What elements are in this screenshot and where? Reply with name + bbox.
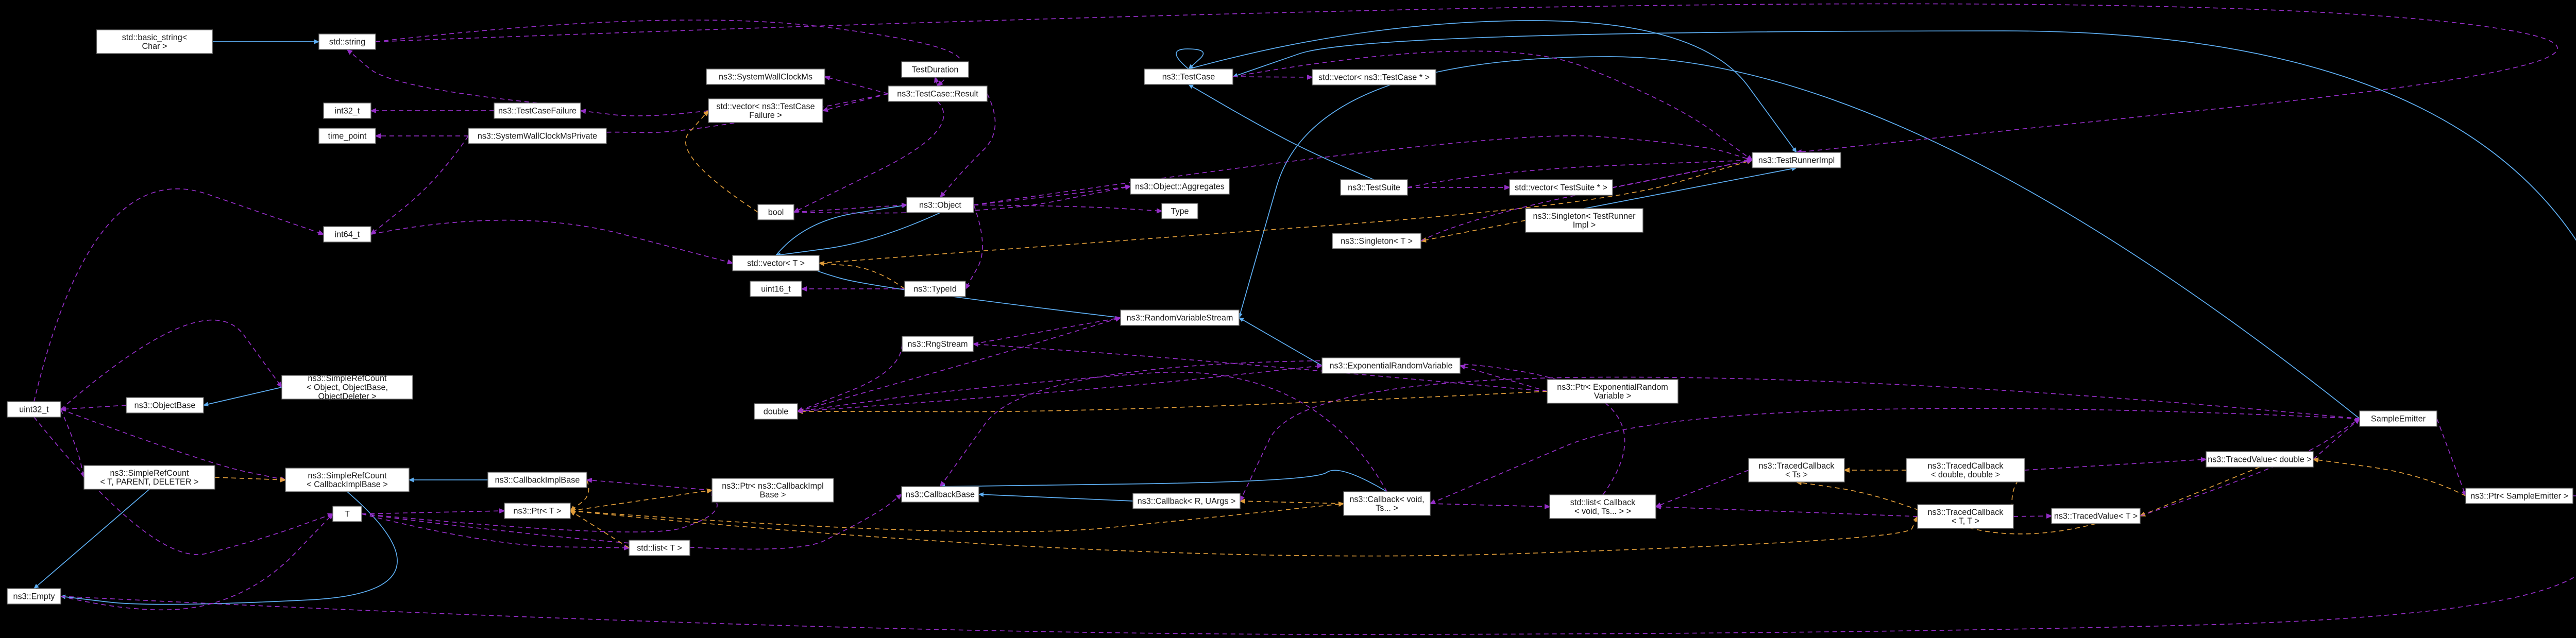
svg-text:ns3::TracedCallback: ns3::TracedCallback — [1928, 461, 2004, 471]
svg-text:std::list< T >: std::list< T > — [637, 544, 682, 553]
svg-text:ns3::Ptr< ExponentialRandom: ns3::Ptr< ExponentialRandom — [1557, 383, 1668, 392]
svg-text:ns3::Object::Aggregates: ns3::Object::Aggregates — [1135, 182, 1225, 192]
svg-text:ns3::CallbackBase: ns3::CallbackBase — [906, 490, 975, 499]
svg-text:bool: bool — [768, 208, 784, 217]
svg-text:Impl >: Impl > — [1573, 220, 1596, 230]
svg-text:ns3::CallbackImplBase: ns3::CallbackImplBase — [495, 476, 580, 485]
svg-text:ns3::TestSuite: ns3::TestSuite — [1348, 183, 1400, 193]
svg-text:ns3::Empty: ns3::Empty — [13, 592, 56, 601]
svg-text:ns3::TestCase::Result: ns3::TestCase::Result — [897, 90, 978, 99]
svg-text:SampleEmitter: SampleEmitter — [2371, 415, 2426, 424]
svg-text:time_point: time_point — [328, 132, 367, 141]
svg-text:Type: Type — [1171, 207, 1189, 216]
svg-text:< T, T >: < T, T > — [1952, 516, 1979, 526]
svg-text:< CallbackImplBase >: < CallbackImplBase > — [307, 480, 387, 489]
svg-text:uint32_t: uint32_t — [19, 405, 49, 415]
svg-text:ns3::TestCaseFailure: ns3::TestCaseFailure — [498, 107, 577, 116]
svg-text:ns3::Singleton< TestRunner: ns3::Singleton< TestRunner — [1533, 212, 1636, 221]
svg-text:ns3::Object: ns3::Object — [919, 201, 961, 210]
svg-text:Variable >: Variable > — [1594, 391, 1631, 401]
svg-text:ns3::SystemWallClockMs: ns3::SystemWallClockMs — [719, 73, 812, 82]
svg-text:Ts... >: Ts... > — [1376, 504, 1398, 513]
svg-text:ns3::Singleton< T >: ns3::Singleton< T > — [1341, 237, 1413, 246]
svg-text:Base >: Base > — [760, 490, 786, 499]
svg-text:ns3::TracedValue< T >: ns3::TracedValue< T > — [2054, 512, 2138, 521]
svg-text:std::vector< TestSuite * >: std::vector< TestSuite * > — [1515, 183, 1607, 193]
svg-text:Failure >: Failure > — [749, 111, 782, 120]
svg-text:int32_t: int32_t — [335, 107, 360, 116]
svg-text:< void, Ts... > >: < void, Ts... > > — [1574, 507, 1631, 516]
svg-text:ns3::SimpleRefCount: ns3::SimpleRefCount — [308, 374, 387, 383]
svg-text:ObjectDeleter >: ObjectDeleter > — [318, 392, 377, 401]
svg-text:ns3::ExponentialRandomVariable: ns3::ExponentialRandomVariable — [1329, 361, 1452, 371]
svg-text:double: double — [764, 407, 789, 417]
svg-text:ns3::TypeId: ns3::TypeId — [913, 285, 957, 294]
svg-text:std::basic_string<: std::basic_string< — [122, 33, 187, 42]
svg-text:ns3::Ptr< SampleEmitter >: ns3::Ptr< SampleEmitter > — [2470, 492, 2568, 501]
svg-text:std::vector< ns3::TestCase * >: std::vector< ns3::TestCase * > — [1318, 73, 1430, 82]
svg-text:< Object, ObjectBase,: < Object, ObjectBase, — [307, 383, 388, 392]
svg-text:ns3::Ptr< ns3::CallbackImpl: ns3::Ptr< ns3::CallbackImpl — [722, 481, 823, 491]
svg-text:ns3::SimpleRefCount: ns3::SimpleRefCount — [110, 469, 189, 478]
svg-text:ns3::SimpleRefCount: ns3::SimpleRefCount — [308, 471, 387, 480]
svg-text:int64_t: int64_t — [335, 230, 360, 239]
svg-text:T: T — [345, 510, 350, 519]
svg-text:ns3::Callback< void,: ns3::Callback< void, — [1349, 495, 1424, 504]
svg-text:uint16_t: uint16_t — [761, 285, 791, 294]
svg-text:ns3::ObjectBase: ns3::ObjectBase — [134, 401, 196, 410]
svg-text:std::string: std::string — [329, 38, 365, 47]
svg-text:std::list< Callback: std::list< Callback — [1570, 498, 1636, 507]
svg-text:< T, PARENT, DELETER >: < T, PARENT, DELETER > — [100, 477, 198, 487]
svg-text:ns3::TestRunnerImpl: ns3::TestRunnerImpl — [1758, 156, 1835, 165]
svg-text:ns3::Callback< R, UArgs >: ns3::Callback< R, UArgs > — [1138, 497, 1236, 506]
svg-text:Char >: Char > — [142, 42, 167, 51]
svg-text:ns3::SystemWallClockMsPrivate: ns3::SystemWallClockMsPrivate — [478, 132, 597, 141]
svg-text:ns3::TracedCallback: ns3::TracedCallback — [1928, 508, 2004, 517]
svg-text:ns3::TestCase: ns3::TestCase — [1162, 73, 1215, 82]
svg-text:< Ts >: < Ts > — [1785, 470, 1808, 479]
svg-text:TestDuration: TestDuration — [912, 65, 959, 75]
svg-text:ns3::TracedCallback: ns3::TracedCallback — [1759, 461, 1835, 471]
svg-text:ns3::RngStream: ns3::RngStream — [908, 340, 968, 349]
svg-text:< double, double >: < double, double > — [1931, 470, 2000, 479]
svg-text:std::vector< ns3::TestCase: std::vector< ns3::TestCase — [716, 102, 815, 111]
svg-text:ns3::TracedValue< double >: ns3::TracedValue< double > — [2208, 455, 2312, 464]
svg-text:std::vector< T >: std::vector< T > — [747, 259, 805, 268]
svg-text:ns3::RandomVariableStream: ns3::RandomVariableStream — [1127, 314, 1233, 323]
svg-text:ns3::Ptr< T >: ns3::Ptr< T > — [514, 507, 562, 516]
